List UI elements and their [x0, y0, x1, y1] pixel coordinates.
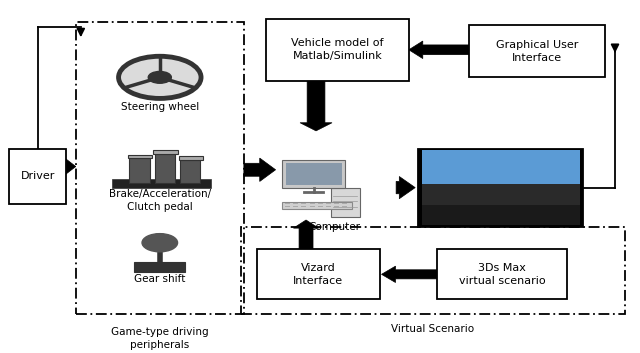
FancyBboxPatch shape: [342, 206, 348, 207]
FancyBboxPatch shape: [317, 203, 323, 204]
FancyBboxPatch shape: [331, 187, 360, 217]
Text: Graphical User
Interface: Graphical User Interface: [496, 40, 579, 63]
Text: Computer: Computer: [308, 222, 360, 232]
FancyBboxPatch shape: [293, 206, 298, 207]
FancyBboxPatch shape: [422, 150, 580, 185]
FancyBboxPatch shape: [129, 158, 150, 183]
FancyBboxPatch shape: [154, 150, 177, 154]
Text: Vizard
Interface: Vizard Interface: [293, 263, 344, 286]
FancyBboxPatch shape: [155, 154, 175, 183]
Text: Vehicle model of
Matlab/Simulink: Vehicle model of Matlab/Simulink: [291, 38, 384, 61]
Text: Gear shift: Gear shift: [134, 274, 186, 283]
FancyBboxPatch shape: [301, 203, 307, 204]
Polygon shape: [409, 41, 469, 59]
Polygon shape: [300, 80, 332, 131]
FancyBboxPatch shape: [437, 249, 568, 299]
FancyBboxPatch shape: [334, 203, 339, 204]
Text: Brake/Acceleration/
Clutch pedal: Brake/Acceleration/ Clutch pedal: [109, 189, 211, 211]
FancyBboxPatch shape: [266, 19, 409, 80]
FancyBboxPatch shape: [179, 156, 203, 160]
FancyBboxPatch shape: [469, 25, 605, 77]
FancyBboxPatch shape: [326, 206, 331, 207]
FancyBboxPatch shape: [310, 206, 315, 207]
Text: Driver: Driver: [20, 171, 55, 181]
FancyBboxPatch shape: [301, 206, 307, 207]
Text: 3Ds Max
virtual scenario: 3Ds Max virtual scenario: [459, 263, 546, 286]
FancyBboxPatch shape: [310, 203, 315, 204]
FancyBboxPatch shape: [128, 155, 152, 158]
FancyBboxPatch shape: [326, 203, 331, 204]
FancyBboxPatch shape: [134, 262, 185, 272]
FancyBboxPatch shape: [293, 203, 298, 204]
FancyBboxPatch shape: [180, 160, 200, 183]
FancyBboxPatch shape: [342, 203, 348, 204]
FancyBboxPatch shape: [257, 249, 380, 299]
Circle shape: [148, 71, 172, 83]
Text: Game-type driving
peripherals: Game-type driving peripherals: [111, 327, 209, 350]
Polygon shape: [396, 176, 415, 199]
FancyBboxPatch shape: [282, 202, 352, 209]
FancyBboxPatch shape: [285, 203, 290, 204]
Polygon shape: [244, 158, 276, 181]
FancyBboxPatch shape: [285, 163, 342, 185]
Text: Virtual Scenario: Virtual Scenario: [391, 324, 474, 334]
FancyBboxPatch shape: [282, 160, 346, 187]
FancyBboxPatch shape: [285, 206, 290, 207]
Polygon shape: [381, 266, 437, 282]
Text: Steering wheel: Steering wheel: [121, 102, 199, 112]
FancyBboxPatch shape: [317, 206, 323, 207]
Polygon shape: [294, 220, 319, 249]
Polygon shape: [60, 154, 76, 179]
Circle shape: [118, 56, 201, 98]
FancyBboxPatch shape: [422, 184, 580, 225]
FancyBboxPatch shape: [334, 206, 339, 207]
FancyBboxPatch shape: [422, 205, 580, 225]
Circle shape: [142, 234, 177, 252]
FancyBboxPatch shape: [112, 179, 211, 187]
FancyBboxPatch shape: [9, 149, 66, 204]
FancyBboxPatch shape: [419, 149, 583, 227]
